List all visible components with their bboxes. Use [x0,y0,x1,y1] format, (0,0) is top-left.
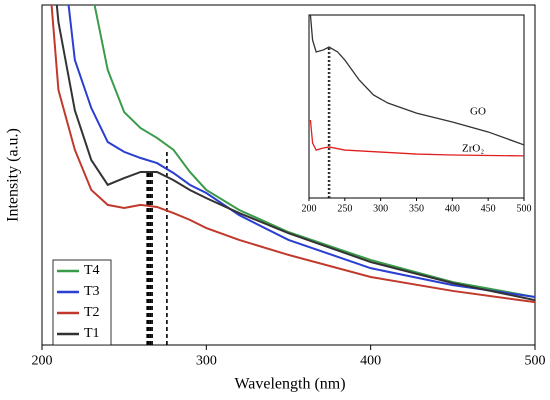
series-label: ZrO₂ [462,143,484,155]
data-line [67,5,535,299]
legend-label: T4 [84,263,100,278]
data-line [309,15,524,146]
x-tick-label: 350 [409,203,424,214]
data-line [309,119,524,157]
x-tick-label: 450 [481,203,496,214]
x-tick-label: 250 [337,203,352,214]
legend-label: T3 [84,284,100,299]
x-tick-label: 400 [445,203,460,214]
x-tick-label: 300 [196,353,217,368]
plot-area [309,15,524,198]
series-label: GO [470,106,486,118]
data-line [55,5,535,302]
data-line [93,5,535,299]
legend-label: T1 [84,326,100,341]
y-axis-label: Intensity (a.u.) [5,128,22,222]
plot-frame [41,4,536,346]
x-tick-label: 200 [302,203,317,214]
plot-frame [308,14,525,199]
x-tick-label: 500 [517,203,532,214]
data-line [50,5,535,304]
x-tick-label: 500 [525,353,546,368]
x-tick-label: 200 [32,353,53,368]
x-axis-label: Wavelength (nm) [234,376,345,393]
x-tick-label: 300 [373,203,388,214]
plot-area [50,5,535,345]
x-tick-label: 400 [360,353,381,368]
legend-box [52,259,112,346]
legend-label: T2 [84,305,100,320]
